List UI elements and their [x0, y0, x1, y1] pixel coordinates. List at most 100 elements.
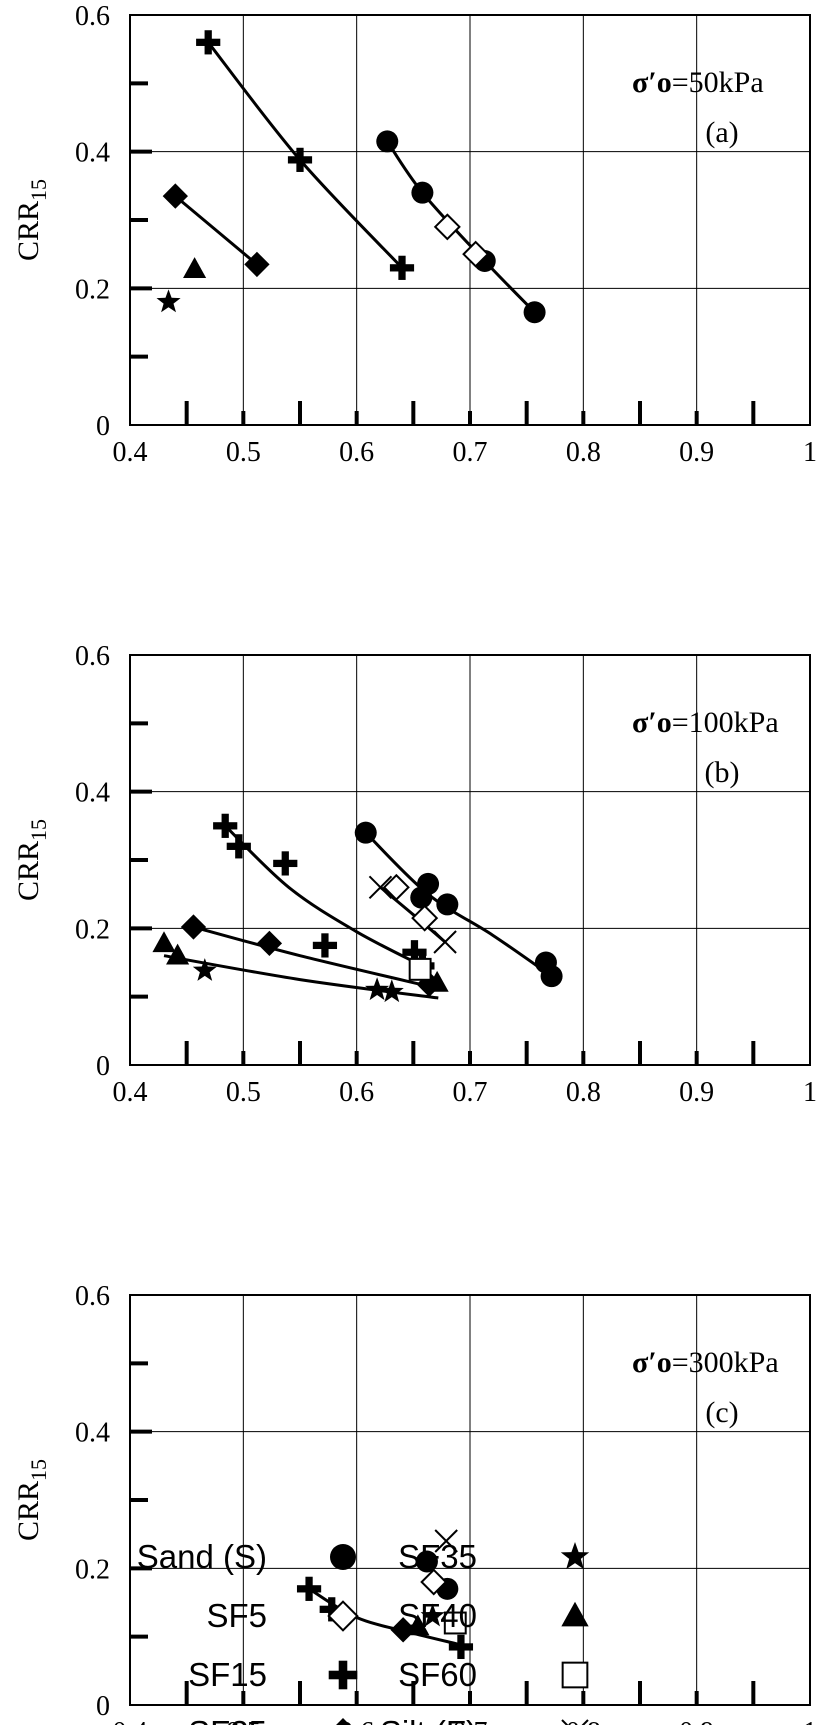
chart-panels: 0.4 0.5 0.6 0.7 0.8 0.9 100.20.40.6CRR15σ′o=50…	[12, 1, 817, 1725]
legend-item: SF35	[398, 1538, 590, 1575]
panel-tag: (b)	[705, 756, 740, 789]
legend-marker	[561, 1719, 589, 1725]
legend-marker	[328, 1660, 358, 1690]
trend-lines	[174, 41, 536, 314]
y-axis-label-main: CRR	[12, 841, 45, 901]
x-tick-label: 0.5	[226, 437, 261, 468]
y-tick-label: 0.2	[75, 914, 110, 945]
stress-annotation: σ′o=300kPa	[632, 1346, 779, 1379]
y-tick-label: 0.6	[75, 641, 110, 672]
data-point-sf60	[443, 1611, 467, 1635]
stress-value: =300kPa	[672, 1346, 779, 1379]
x-tick-label: 0.9	[679, 437, 714, 468]
y-axis-label-subscript: 15	[26, 819, 51, 841]
data-point-sf15	[296, 1576, 322, 1601]
data-point-sf40	[183, 257, 207, 278]
data-point-sf15	[389, 255, 415, 280]
axis-ticks	[130, 81, 756, 425]
data-point-sf15	[213, 813, 238, 838]
data-point-sf15	[312, 933, 338, 958]
data-point-sf15	[287, 147, 313, 172]
trend-line	[224, 824, 424, 968]
x-tick-label: 0.4	[113, 1077, 148, 1108]
legend-label: SF5	[206, 1597, 267, 1634]
y-axis-label: CRR15	[12, 179, 51, 261]
x-tick-label: 0.5	[226, 1717, 261, 1725]
data-point-sand-s	[411, 181, 434, 204]
legend-marker	[561, 1661, 589, 1689]
x-tick-label: 1	[803, 1077, 817, 1108]
legend: Sand (S) SF5 SF15 SF25 SF35 SF40 SF60 Silt (F)	[137, 1538, 590, 1725]
trend-line	[163, 954, 439, 1000]
legend-item: SF60	[398, 1656, 589, 1693]
y-axis-label-main: CRR	[12, 201, 45, 261]
data-point-sf60	[408, 957, 432, 981]
y-tick-label: 0.4	[75, 1418, 110, 1449]
data-point-sf35	[156, 289, 181, 313]
legend-item: Silt (F)	[380, 1714, 589, 1725]
trend-lines	[163, 824, 553, 1000]
grid	[130, 655, 810, 1065]
stress-annotation: σ′o=50kPa	[632, 66, 764, 99]
x-tick-label: 0.6	[339, 437, 374, 468]
data-point-sand-s	[410, 886, 433, 909]
stress-symbol: σ′o	[632, 706, 672, 739]
legend-label: Sand (S)	[137, 1538, 267, 1575]
data-point-sf40	[425, 970, 449, 992]
data-point-sf15	[448, 1634, 474, 1660]
stress-symbol: σ′o	[632, 66, 672, 99]
data-point-sf40	[152, 931, 176, 953]
grid	[130, 1295, 810, 1705]
legend-label: SF40	[398, 1597, 477, 1634]
y-tick-label: 0.4	[75, 778, 110, 809]
x-tick-label: 0.6	[339, 1077, 374, 1108]
y-tick-label: 0.4	[75, 138, 110, 169]
data-point-sf25	[162, 183, 188, 209]
data-point-silt-f	[368, 875, 393, 900]
legend-item: Sand (S)	[137, 1538, 356, 1575]
data-point-sf25	[244, 251, 270, 278]
data-point-sand-s	[436, 893, 459, 916]
data-point-sf35	[365, 977, 390, 1001]
trend-line	[386, 140, 536, 314]
y-tick-label: 0.6	[75, 1, 110, 32]
data-point-silt-f	[433, 930, 457, 954]
stress-value: =50kPa	[672, 66, 764, 99]
data-point-sf5	[411, 904, 439, 932]
trend-line	[174, 194, 258, 266]
legend-item: SF15	[188, 1656, 358, 1693]
y-axis-label-main: CRR	[12, 1481, 45, 1541]
x-tick-label: 1	[803, 437, 817, 468]
legend-label: SF35	[398, 1538, 477, 1575]
trend-line	[364, 831, 553, 978]
x-tick-label: 0.7	[453, 1717, 488, 1725]
panel-tag: (c)	[705, 1396, 738, 1429]
data-point-sf5	[420, 1568, 448, 1596]
legend-label: SF15	[188, 1656, 267, 1693]
legend-marker	[336, 1718, 350, 1725]
axis-ticks	[130, 721, 756, 1065]
y-axis-label-subscript: 15	[26, 1459, 51, 1481]
data-point-sf5	[382, 873, 410, 901]
legend-label: Silt (F)	[380, 1714, 477, 1725]
data-point-sf40	[166, 943, 190, 965]
data-points	[296, 1529, 474, 1660]
data-point-sf5	[462, 240, 490, 268]
y-axis-label-subscript: 15	[26, 179, 51, 201]
data-points	[152, 813, 563, 1003]
y-tick-label: 0.2	[75, 1554, 110, 1585]
x-tick-label: 0.4	[113, 1717, 148, 1725]
axis-ticks	[130, 1361, 756, 1705]
x-tick-label: 0.8	[566, 1717, 601, 1725]
x-tick-label: 0.9	[679, 1717, 714, 1725]
y-axis-label: CRR15	[12, 819, 51, 901]
panel-tag: (a)	[705, 116, 738, 149]
data-point-sf35	[192, 958, 217, 981]
y-tick-label: 0.2	[75, 274, 110, 305]
data-point-sf5	[433, 213, 461, 241]
data-point-sf15	[319, 1597, 344, 1622]
y-axis-label: CRR15	[12, 1459, 51, 1541]
legend-item: SF5	[206, 1597, 359, 1634]
data-point-sf15	[402, 940, 427, 965]
